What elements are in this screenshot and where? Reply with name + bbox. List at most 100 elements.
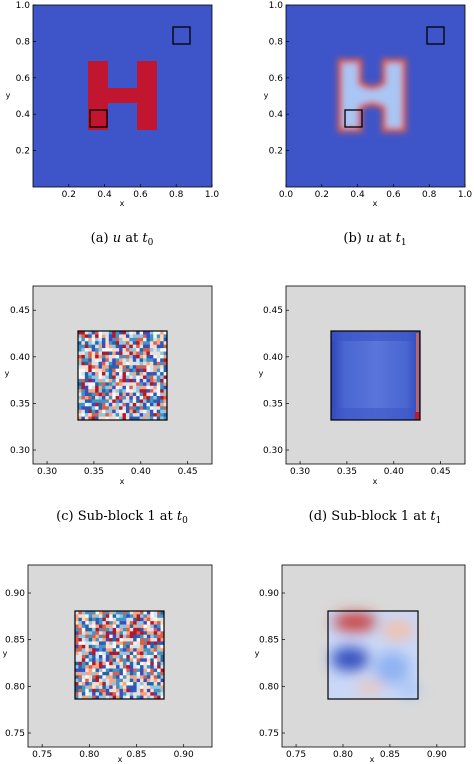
panel-e-noise-cell: [157, 675, 161, 679]
panel-e-noise-cell: [160, 695, 165, 700]
panel-e-noise-cell: [88, 658, 93, 663]
panel-c-noise-cell: [156, 337, 161, 342]
panel-e-noise-cell: [98, 668, 103, 673]
panel-c-noise-cell: [115, 341, 120, 345]
panel-d-caption: (d) Sub-block 1 at t1: [309, 509, 442, 526]
panel-c-noise-cell: [119, 331, 123, 335]
panel-e-noise-cell: [136, 611, 141, 615]
panel-c-noise-cell: [146, 372, 151, 376]
panel-c-noise-cell: [122, 406, 127, 411]
panel-e-noise-cell: [133, 695, 137, 700]
panel-c-noise-cell: [81, 365, 86, 369]
panel-e-noise-cell: [78, 658, 83, 663]
panel-e-noise-cell: [92, 648, 96, 652]
panel-c-noise-cell: [125, 372, 130, 376]
panel-c-noise-cell: [84, 389, 89, 393]
panel-e-noise-cell: [122, 695, 127, 700]
panel-e-noise-cell: [88, 678, 93, 683]
panel-c-noise-cell: [119, 409, 123, 414]
panel-e-noise-cell: [112, 648, 117, 652]
panel-e-noise-cell: [95, 634, 100, 639]
panel-c-noise-cell: [125, 344, 130, 349]
panel-e-noise-cell: [81, 641, 86, 646]
panel-e-noise-cell: [112, 624, 117, 629]
panel-e-noise-cell: [116, 634, 120, 639]
panel-c-noise-cell: [146, 358, 151, 363]
panel-e-noise-cell: [109, 678, 113, 683]
panel-c-noise-cell: [125, 334, 130, 339]
panel-e-noise-cell: [88, 661, 93, 666]
panel-c-noise-cell: [105, 385, 110, 390]
panel-c-noise-cell: [88, 389, 92, 393]
panel-c-noise-cell: [108, 385, 113, 390]
panel-c-noise-cell: [149, 351, 154, 356]
panel-e-noise-cell: [119, 695, 124, 700]
panel-c-noise-cell: [81, 402, 86, 407]
panel-c-noise-cell: [88, 413, 92, 417]
panel-b-subblock-2: [426, 26, 445, 45]
panel-e-noise-cell: [136, 655, 141, 659]
panel-c-noise-cell: [139, 354, 144, 359]
panel-e-noise-cell: [140, 624, 144, 629]
panel-c-noise-cell: [149, 416, 154, 421]
panel-e-noise-cell: [146, 641, 151, 646]
panel-e-noise-cell: [102, 631, 107, 635]
panel-e-noise-cell: [75, 621, 79, 625]
panel-e-noise-cell: [150, 621, 155, 625]
panel-e-noise-cell: [129, 627, 134, 632]
panel-c-noise-cell: [119, 372, 123, 376]
panel-e-noise-cell: [126, 644, 131, 649]
panel-e-noise-cell: [146, 695, 151, 700]
panel-e-noise-cell: [143, 651, 148, 656]
panel-e-noise-cell: [146, 692, 151, 696]
panel-e-noise-cell: [129, 682, 134, 686]
panel-c-noise-cell: [163, 365, 168, 369]
panel-c-noise-cell: [160, 334, 164, 339]
panel-e-noise-cell: [150, 665, 155, 669]
panel-c-noise-cell: [84, 375, 89, 380]
panel-c-noise-cell: [160, 365, 164, 369]
panel-e-noise-cell: [88, 617, 93, 622]
panel-c-noise-cell: [149, 382, 154, 387]
panel-c-noise-cell: [163, 351, 168, 356]
panel-e-noise-cell: [109, 695, 113, 700]
panel-c-noise-cell: [146, 368, 151, 373]
panel-d-ytick-label: 0.40: [263, 353, 283, 363]
panel-e-noise-cell: [112, 678, 117, 683]
panel-c-noise-cell: [91, 341, 96, 345]
panel-e-noise-cell: [133, 655, 137, 659]
panel-e-noise-cell: [75, 648, 79, 652]
panel-c-noise-cell: [95, 351, 99, 356]
panel-e-noise-cell: [133, 614, 137, 619]
panel-e-noise-cell: [102, 617, 107, 622]
panel-e-noise-cell: [129, 688, 134, 693]
panel-c-noise-cell: [129, 361, 134, 366]
panel-c-noise-cell: [143, 361, 147, 366]
panel-c-noise-cell: [105, 396, 110, 400]
panel-d-edge-warm: [416, 333, 419, 419]
panel-c-noise-cell: [149, 368, 154, 373]
panel-c-noise-cell: [143, 392, 147, 397]
panel-e-noise-cell: [112, 638, 117, 642]
panel-e-noise-cell: [160, 678, 165, 683]
panel-e-noise-cell: [136, 624, 141, 629]
panel-e-noise-cell: [85, 668, 89, 673]
panel-f-frame: [281, 564, 466, 748]
panel-e-noise-cell: [150, 611, 155, 615]
panel-c-noise-cell: [81, 372, 86, 376]
panel-c-noise-cell: [143, 382, 147, 387]
panel-e-ytick-label: 0.75: [5, 729, 25, 739]
panel-e-noise-cell: [122, 641, 127, 646]
panel-e-noise-cell: [157, 641, 161, 646]
panel-c-noise-cell: [88, 354, 92, 359]
panel-e-noise-cell: [109, 671, 113, 676]
panel-e-noise-cell: [153, 661, 158, 666]
panel-c-noise-cell: [108, 382, 113, 387]
panel-e-noise-cell: [95, 644, 100, 649]
panel-e-noise-cell: [119, 678, 124, 683]
panel-e-noise-cell: [126, 631, 131, 635]
panel-e-noise-cell: [126, 671, 131, 676]
panel-e-noise-cell: [133, 634, 137, 639]
panel-c-noise-cell: [132, 348, 137, 352]
panel-c-noise-cell: [84, 334, 89, 339]
